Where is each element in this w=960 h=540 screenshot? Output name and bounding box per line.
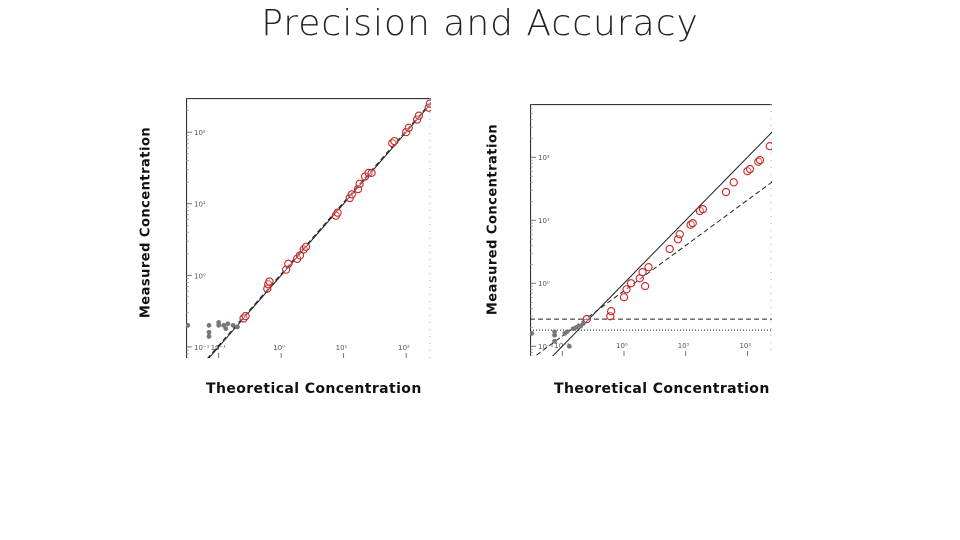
chart-2-y-tick-label: 10¹ xyxy=(538,217,550,225)
chart-2-data-point xyxy=(665,244,674,254)
chart-2-data-point xyxy=(688,218,697,228)
chart-2-data-point xyxy=(729,178,738,187)
chart-1-fit-line xyxy=(207,101,431,358)
chart-1-data-point xyxy=(301,242,311,251)
chart-1-data-point-below-limit xyxy=(235,324,240,330)
chart-1-data-point xyxy=(241,311,250,321)
chart-2-data-point-below-limit xyxy=(581,321,586,326)
chart-1-x-tick-label: 10² xyxy=(398,344,410,352)
chart-1-y-tick-label: 10² xyxy=(194,129,206,137)
slide-title: Precision and Accuracy xyxy=(261,3,699,44)
chart-2-data-point xyxy=(765,141,772,151)
chart-2-data-point xyxy=(622,285,631,294)
chart-2-x-tick-label: 10¹ xyxy=(678,342,690,350)
chart-2-identity-line xyxy=(552,131,772,356)
chart-2-data-point xyxy=(675,230,684,239)
chart-2-data-point xyxy=(619,293,629,302)
chart-1-data-point-below-limit xyxy=(230,322,236,328)
chart-2-data-point xyxy=(721,187,731,197)
chart-1-data-point xyxy=(367,168,376,178)
chart-1-data-point xyxy=(404,123,413,132)
chart-1-y-tick-label: 10⁰ xyxy=(194,272,206,280)
chart-1-y-tick-label: 10¹ xyxy=(194,201,206,209)
chart-1-xlabel: Theoretical Concentration xyxy=(206,381,422,397)
chart-2-data-point-below-limit xyxy=(530,330,535,336)
chart-2-data-point xyxy=(582,314,591,324)
chart-1-ylabel: Measured Concentration xyxy=(138,126,154,319)
chart-1-data-point-below-limit xyxy=(216,319,222,325)
chart-2-fit-line xyxy=(534,181,772,356)
chart-2-data-point-below-limit xyxy=(566,343,572,349)
chart-2-data-point xyxy=(640,281,650,291)
chart-2-data-point-below-limit xyxy=(574,324,579,330)
chart-2-data-point-below-limit xyxy=(552,329,557,335)
chart-1-data-point xyxy=(333,208,342,217)
chart-1-data-point xyxy=(355,179,364,188)
chart-2-data-point xyxy=(638,267,647,277)
chart-2-data-point xyxy=(698,204,708,214)
chart-1-data-point-below-limit xyxy=(206,334,212,339)
chart-2-ylabel: Measured Concentration xyxy=(485,123,501,316)
chart-2-data-point-below-limit xyxy=(552,338,557,344)
chart-2-x-tick-label: 10⁰ xyxy=(616,342,628,350)
chart-2-y-tick-label: 10² xyxy=(538,154,550,162)
chart-2-data-point-below-limit xyxy=(552,332,557,338)
chart-2-data-point xyxy=(626,279,636,288)
chart-1-data-point-below-limit xyxy=(186,322,191,328)
chart-1-data-point-below-limit xyxy=(223,326,229,332)
chart-1-x-tick-label: 10⁻¹ xyxy=(211,344,227,352)
chart-2-xlabel: Theoretical Concentration xyxy=(554,381,770,397)
chart-1-data-point xyxy=(390,136,399,146)
chart-1-data-point xyxy=(425,99,431,108)
chart-2-y-tick-label: 10⁻¹ xyxy=(538,343,554,351)
chart-1-data-point-below-limit xyxy=(206,329,212,335)
chart-2-x-tick-label: 10² xyxy=(739,342,751,350)
chart-1-data-point xyxy=(414,111,424,120)
chart-1-x-tick-label: 10⁰ xyxy=(273,344,285,352)
chart-1-data-point xyxy=(347,190,356,199)
chart-2-data-point xyxy=(644,263,653,272)
chart-2-y-tick-label: 10⁰ xyxy=(538,280,550,288)
chart-2-data-point xyxy=(755,155,765,165)
chart-2-data-point xyxy=(607,307,616,316)
chart-1-data-point xyxy=(295,251,305,260)
chart-1-x-tick-label: 10¹ xyxy=(336,344,348,352)
chart-1-data-point-below-limit xyxy=(225,321,231,327)
chart-1-data-point xyxy=(284,259,293,268)
chart-1-data-point xyxy=(401,128,411,137)
chart-2-data-point xyxy=(745,164,755,174)
chart-2-data-point-below-limit xyxy=(564,329,570,335)
chart-1-data-point-below-limit xyxy=(206,322,212,328)
chart-1-y-tick-label: 10⁻¹ xyxy=(194,344,210,352)
chart-1-plot: 10⁻¹ 10⁰ 10¹ 10² 10⁻¹ 10⁰ 10¹ 10² xyxy=(186,98,431,358)
chart-1-data-point xyxy=(265,277,274,286)
